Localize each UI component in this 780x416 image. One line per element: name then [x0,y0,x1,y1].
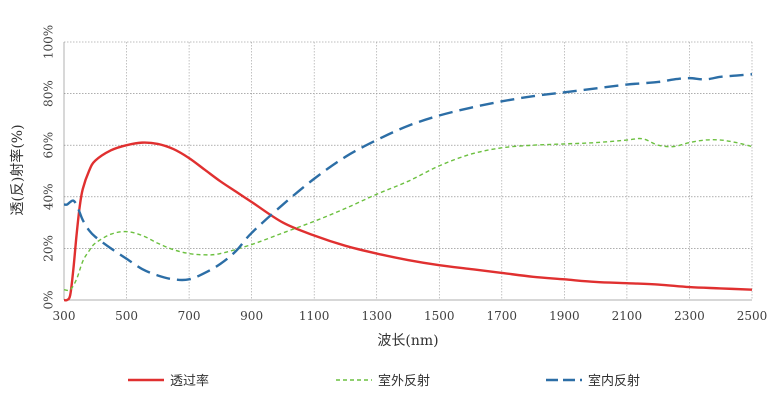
x-tick-label: 900 [240,309,263,323]
tick-labels: 0% 20% 40% 60% 80% 100% 300 500 700 900 1100 1300 15… [42,25,768,323]
x-tick-label: 2100 [612,309,643,323]
x-tick-label: 500 [115,309,138,323]
series-line-3 [63,73,753,282]
y-axis-title: 透(反)射率(%) [9,124,26,215]
series-line-2 [63,137,753,292]
series-line-1 [63,141,753,302]
legend-label: 室内反射 [588,373,640,389]
legend-label: 室外反射 [378,373,430,389]
x-axis-title: 波长(nm) [377,333,438,349]
y-tick-label: 0% [42,290,56,309]
legend-label: 透过率 [170,373,209,389]
x-tick-label: 2500 [737,309,768,323]
y-tick-label: 40% [42,183,56,210]
gridlines [63,41,753,301]
x-tick-label: 2300 [674,309,705,323]
x-tick-label: 1900 [549,309,580,323]
data-series [63,73,753,302]
x-tick-label: 1300 [361,309,392,323]
x-tick-label: 1700 [487,309,518,323]
x-tick-label: 300 [53,309,76,323]
x-tick-label: 1500 [424,309,455,323]
y-tick-label: 20% [42,235,56,262]
x-tick-label: 1100 [299,309,330,323]
y-tick-label: 100% [42,25,56,59]
y-tick-label: 80% [42,80,56,107]
legend: 透过率 室外反射 室内反射 [128,373,640,389]
y-tick-label: 60% [42,132,56,159]
x-tick-label: 700 [178,309,201,323]
